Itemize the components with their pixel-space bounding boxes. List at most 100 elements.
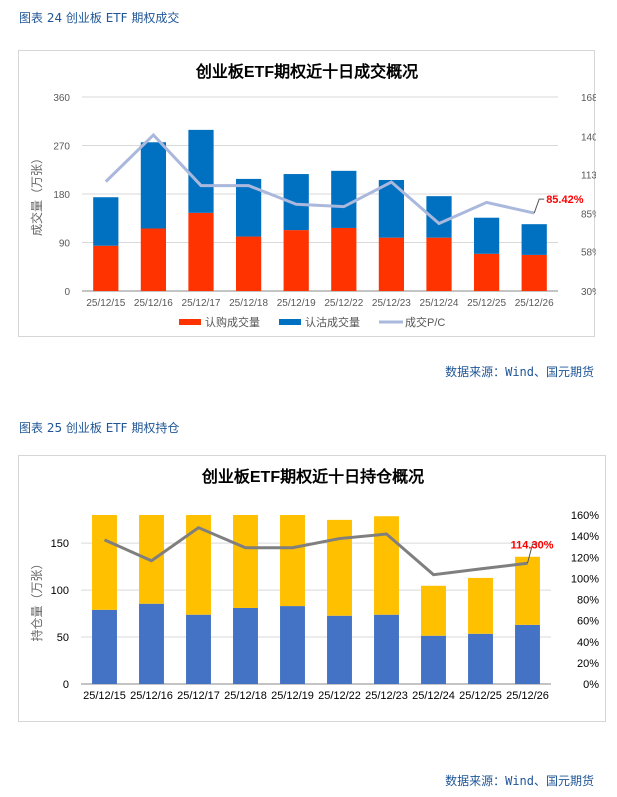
bar-call bbox=[140, 228, 167, 291]
legend-swatch bbox=[279, 319, 301, 325]
bar-call bbox=[378, 237, 405, 291]
x-tick-label: 25/12/23 bbox=[365, 690, 408, 702]
x-tick-label: 25/12/19 bbox=[277, 298, 316, 309]
annotation-leader bbox=[533, 198, 545, 214]
pc-ratio-line bbox=[104, 132, 535, 226]
bar-put bbox=[280, 515, 305, 607]
y-axis-label: 持仓量（万张） bbox=[29, 557, 44, 641]
y-tick-label: 360 bbox=[53, 93, 70, 104]
y2-tick-label: 168% bbox=[581, 93, 596, 104]
open-interest-chart-frame: 创业板ETF期权近十日持仓概况 0 50 100 150 0% 20% 40% 60% 80% 10… bbox=[18, 455, 606, 745]
y2-tick-label: 80% bbox=[577, 595, 599, 607]
open-interest-chart: 创业板ETF期权近十日持仓概况 0 50 100 150 0% 20% 40% 60% 80% 10… bbox=[29, 467, 599, 745]
y2-tick-label: 40% bbox=[577, 637, 599, 649]
bar-call bbox=[331, 227, 357, 291]
bar-call bbox=[235, 236, 262, 291]
y2-tick-label: 100% bbox=[571, 573, 599, 585]
source-note-2: 数据来源：Wind、国元期货 bbox=[445, 774, 594, 788]
x-tick-label: 25/12/22 bbox=[324, 298, 363, 309]
source-note-1: 数据来源：Wind、国元期货 bbox=[445, 365, 594, 379]
y2-tick-label: 85% bbox=[581, 210, 596, 221]
x-tick-label: 25/12/26 bbox=[515, 298, 554, 309]
y-tick-label: 0 bbox=[64, 287, 70, 298]
bar-call bbox=[280, 606, 305, 684]
bar-call bbox=[93, 245, 119, 291]
legend-label: 成交P/C bbox=[405, 315, 445, 329]
y2-tick-label: 113% bbox=[581, 170, 596, 181]
bar-put bbox=[515, 556, 540, 625]
y-tick-label: 100 bbox=[51, 585, 69, 597]
bar-call bbox=[283, 230, 309, 291]
pc-annotation: 85.42% bbox=[546, 194, 584, 206]
y2-tick-label: 120% bbox=[571, 552, 599, 564]
x-tick-label: 25/12/22 bbox=[318, 690, 361, 702]
bar-put bbox=[421, 585, 446, 636]
bar-put bbox=[473, 217, 500, 254]
legend-swatch bbox=[179, 319, 201, 325]
bar-put bbox=[140, 142, 167, 229]
x-tick-label: 25/12/24 bbox=[412, 690, 455, 702]
x-tick-label: 25/12/17 bbox=[182, 298, 221, 309]
x-tick-label: 25/12/15 bbox=[86, 298, 125, 309]
y2-tick-label: 160% bbox=[571, 510, 599, 522]
y2-tick-label: 140% bbox=[581, 132, 596, 143]
x-tick-label: 25/12/19 bbox=[271, 690, 314, 702]
y2-tick-label: 60% bbox=[577, 616, 599, 628]
legend-label: 认购成交量 bbox=[205, 315, 260, 329]
bar-put bbox=[188, 129, 214, 213]
bar-put bbox=[374, 516, 399, 615]
x-tick-label: 25/12/15 bbox=[83, 690, 126, 702]
figure-24-caption: 图表 24 创业板 ETF 期权成交 bbox=[19, 11, 180, 25]
x-tick-label: 25/12/17 bbox=[177, 690, 220, 702]
legend-label: 认沽成交量 bbox=[305, 315, 360, 329]
bar-call bbox=[421, 635, 446, 684]
pc-ratio-line bbox=[103, 525, 528, 577]
y-tick-label: 50 bbox=[57, 632, 69, 644]
y-axis-label: 成交量（万张） bbox=[29, 152, 44, 236]
y2-tick-label: 20% bbox=[577, 658, 599, 670]
bar-put bbox=[327, 519, 352, 616]
bar-put bbox=[521, 224, 547, 255]
bar-call bbox=[468, 633, 493, 684]
x-tick-label: 25/12/16 bbox=[134, 298, 173, 309]
bar-call bbox=[327, 615, 352, 684]
y-tick-label: 90 bbox=[59, 239, 71, 250]
y2-tick-label: 30% bbox=[581, 287, 596, 298]
y-tick-label: 270 bbox=[53, 142, 70, 153]
x-tick-label: 25/12/18 bbox=[229, 298, 268, 309]
y-tick-label: 150 bbox=[51, 538, 69, 550]
volume-chart-frame: 创业板ETF期权近十日成交概况 0 90 180 270 360 30% 58% 85% 113%… bbox=[18, 50, 607, 337]
bar-call bbox=[233, 607, 258, 684]
x-tick-label: 25/12/24 bbox=[420, 298, 459, 309]
y-tick-label: 180 bbox=[53, 190, 70, 201]
x-tick-label: 25/12/25 bbox=[467, 298, 506, 309]
bar-call bbox=[521, 254, 547, 291]
bar-call bbox=[515, 624, 540, 684]
x-tick-label: 25/12/18 bbox=[224, 690, 267, 702]
volume-chart: 创业板ETF期权近十日成交概况 0 90 180 270 360 30% 58% 85% 113%… bbox=[29, 62, 607, 329]
x-tick-label: 25/12/25 bbox=[459, 690, 502, 702]
bar-call bbox=[188, 212, 214, 291]
bar-call bbox=[374, 614, 399, 684]
bar-put bbox=[331, 170, 357, 228]
y-tick-label: 0 bbox=[63, 679, 69, 691]
y2-tick-label: 0% bbox=[583, 679, 599, 691]
bar-put bbox=[233, 515, 258, 608]
y2-tick-label: 140% bbox=[571, 531, 599, 543]
bar-call bbox=[426, 237, 452, 291]
annotation-leader bbox=[527, 543, 538, 564]
y2-tick-label: 58% bbox=[581, 248, 596, 259]
bar-put bbox=[93, 197, 119, 246]
bar-call bbox=[473, 253, 500, 291]
x-tick-label: 25/12/16 bbox=[130, 690, 173, 702]
chart-title: 创业板ETF期权近十日持仓概况 bbox=[201, 467, 424, 486]
figure-25-caption: 图表 25 创业板 ETF 期权持仓 bbox=[19, 421, 180, 435]
bar-call bbox=[92, 609, 117, 684]
x-tick-label: 25/12/26 bbox=[506, 690, 549, 702]
bar-put bbox=[92, 515, 117, 610]
bar-call bbox=[139, 603, 164, 684]
x-tick-label: 25/12/23 bbox=[372, 298, 411, 309]
chart-title: 创业板ETF期权近十日成交概况 bbox=[195, 62, 418, 81]
bar-call bbox=[186, 614, 211, 684]
pc-annotation: 114.30% bbox=[511, 539, 554, 551]
